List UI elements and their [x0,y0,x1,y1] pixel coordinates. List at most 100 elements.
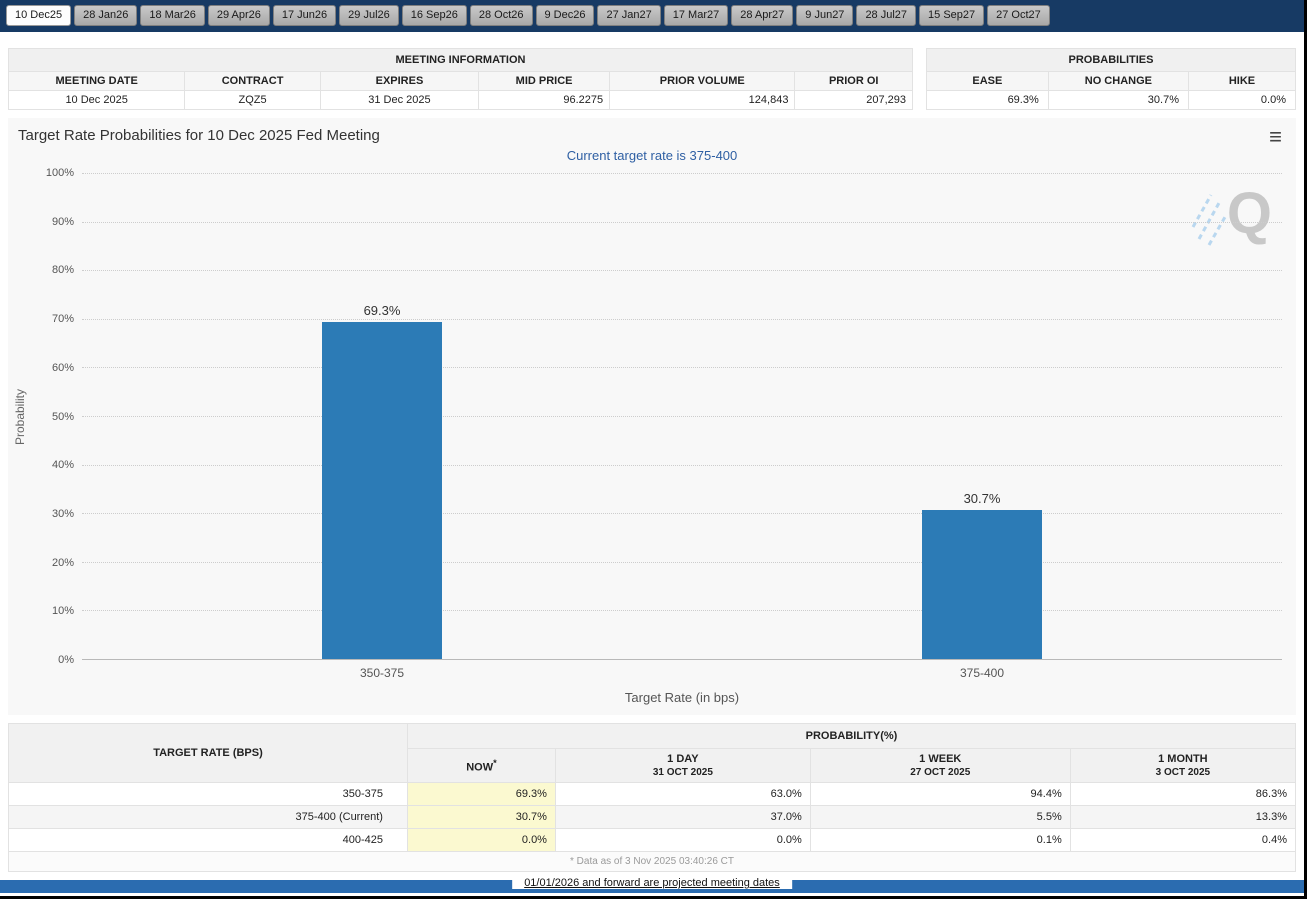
probabilities-column-header: NO CHANGE [1047,71,1189,91]
probabilities-column-header: HIKE [1187,71,1297,91]
date-tab[interactable]: 17 Jun26 [272,5,337,26]
y-tick-label: 40% [51,459,74,472]
probabilities-column-header: EASE [926,71,1049,91]
projected-dates-note: 01/01/2026 and forward are projected mee… [512,877,792,889]
gridline [82,318,1282,320]
chart-title: Target Rate Probabilities for 10 Dec 202… [18,127,380,144]
chart-body: Probability 100% 90% 80% 70% 60% 50% 40% 30% 20%… [8,167,1296,666]
history-column-header: 1 DAY 31 OCT 2025 [554,748,811,783]
probability-cell: 69.3% [406,782,556,806]
bar-slot: 30.7% [682,173,1282,659]
meeting-info-column-header: MID PRICE [478,71,611,91]
probability-cell: 0.0% [406,828,556,852]
meeting-info-value: 96.2275 [478,90,611,110]
history-rate-header: TARGET RATE (BPS) [8,723,408,783]
y-tick-label: 30% [51,507,74,520]
bar-value-label: 30.7% [963,490,1001,506]
probabilities-value: 69.3% [926,90,1049,110]
history-column-date: 3 OCT 2025 [1155,767,1211,778]
chart-subtitle: Current target rate is 375-400 [566,148,738,163]
date-tab[interactable]: 27 Oct27 [987,5,1050,26]
gridline [82,610,1282,612]
probability-bar[interactable] [322,322,442,659]
meeting-info-value: 31 Dec 2025 [319,90,480,110]
date-tab[interactable]: 28 Apr27 [731,5,794,26]
chart-panel: Target Rate Probabilities for 10 Dec 202… [8,118,1296,715]
probabilities-value-row: 69.3% 30.7% 0.0% [926,90,1297,110]
history-column-date: 27 OCT 2025 [910,767,971,778]
history-column-date: 31 OCT 2025 [652,767,713,778]
date-tab[interactable]: 29 Jul26 [339,5,399,26]
x-category-label: 350-375 [359,666,405,680]
y-tick-label: 60% [51,361,74,374]
chart-header: Target Rate Probabilities for 10 Dec 202… [8,118,1296,149]
date-tab[interactable]: 9 Dec26 [535,5,595,26]
meeting-info-header-row: MEETING DATE CONTRACT EXPIRES MID PRICE PRIO… [7,71,913,91]
y-tick-label: 80% [51,264,74,277]
y-tick-label: 0% [58,654,74,666]
y-tick-label: 100% [45,167,74,179]
history-column-label: NOW* [466,757,497,774]
history-column-header: NOW* [406,748,556,783]
probability-cell: 0.1% [809,828,1071,852]
meeting-info-value-row: 10 Dec 2025 ZQZ5 31 Dec 2025 96.2275 124,843… [7,90,913,110]
history-group-header: PROBABILITY(%) [406,723,1297,749]
date-tab[interactable]: 28 Oct26 [469,5,533,26]
date-tab[interactable]: 17 Mar27 [663,5,729,26]
probabilities-header-row: EASE NO CHANGE HIKE [926,71,1297,91]
probabilities-table: PROBABILITIES EASE NO CHANGE HIKE 69.3% 30.… [926,48,1297,110]
date-tab[interactable]: 9 Jun27 [796,5,854,26]
history-column-header: 1 WEEK 27 OCT 2025 [809,748,1071,783]
probability-cell: 63.0% [554,782,811,806]
target-rate-cell: 400-425 [8,828,408,852]
probability-cell: 30.7% [406,805,556,829]
meeting-info-value: 10 Dec 2025 [7,90,186,110]
date-tab[interactable]: 10 Dec25 [6,5,72,26]
chart-menu-icon[interactable]: ≡ [1269,124,1282,149]
probabilities-value: 30.7% [1047,90,1189,110]
bar-group: 30.7% [922,491,1042,659]
date-tab[interactable]: 29 Apr26 [207,5,270,26]
probabilities-title: PROBABILITIES [926,48,1296,72]
date-tab[interactable]: 15 Sep27 [919,5,985,26]
meeting-info-title: MEETING INFORMATION [8,48,913,72]
date-tab[interactable]: 16 Sep26 [401,5,467,26]
history-table-body: 350-375 69.3% 63.0% 94.4% 86.3% 375-400 (Curr… [8,782,1297,852]
x-axis-title: Target Rate (in bps) [624,690,740,705]
y-axis: 100% 90% 80% 70% 60% 50% 40% 30% 20% 10% 0% [32,167,82,666]
history-column-label: 1 DAY [667,753,699,765]
footnote-marker: * [493,757,497,768]
history-table: TARGET RATE (BPS) PROBABILITY(%) NOW* 1 D… [8,723,1297,872]
bar-slot: 69.3% [82,173,682,659]
y-tick-label: 70% [51,313,74,326]
date-tab[interactable]: 28 Jan26 [74,5,138,26]
probabilities-value: 0.0% [1187,90,1297,110]
history-column-label: 1 MONTH [1158,753,1208,765]
date-tab[interactable]: 18 Mar26 [140,5,205,26]
meeting-info-value: 124,843 [609,90,796,110]
date-tab[interactable]: 28 Jul27 [856,5,917,26]
logo-dashes-icon [1191,194,1227,246]
gridline [82,270,1282,272]
q-letter: Q [1226,181,1272,246]
probability-bar[interactable] [922,509,1042,659]
y-axis-title-label: Probability [13,388,27,445]
y-tick-label: 20% [51,556,74,569]
y-tick-label: 50% [51,410,74,423]
bar-value-label: 69.3% [363,303,401,319]
y-tick-label: 90% [51,215,74,228]
date-tab[interactable]: 27 Jan27 [597,5,661,26]
probability-cell: 13.3% [1069,805,1297,829]
date-tab-bar: 10 Dec25 28 Jan26 18 Mar26 29 Apr26 17 Jun26… [0,0,1304,32]
gridline [82,513,1282,515]
history-column-label: 1 WEEK [919,753,962,765]
history-footnote-row: * Data as of 3 Nov 2025 03:40:26 CT [8,851,1296,872]
y-axis-title: Probability [8,173,32,660]
meeting-info-table: MEETING INFORMATION MEETING DATE CONTRACT… [7,48,913,110]
meeting-info-column-header: PRIOR OI [794,71,913,91]
probability-cell: 94.4% [809,782,1071,806]
probability-cell: 37.0% [554,805,811,829]
gridline [82,416,1282,417]
gridline [82,173,1282,174]
